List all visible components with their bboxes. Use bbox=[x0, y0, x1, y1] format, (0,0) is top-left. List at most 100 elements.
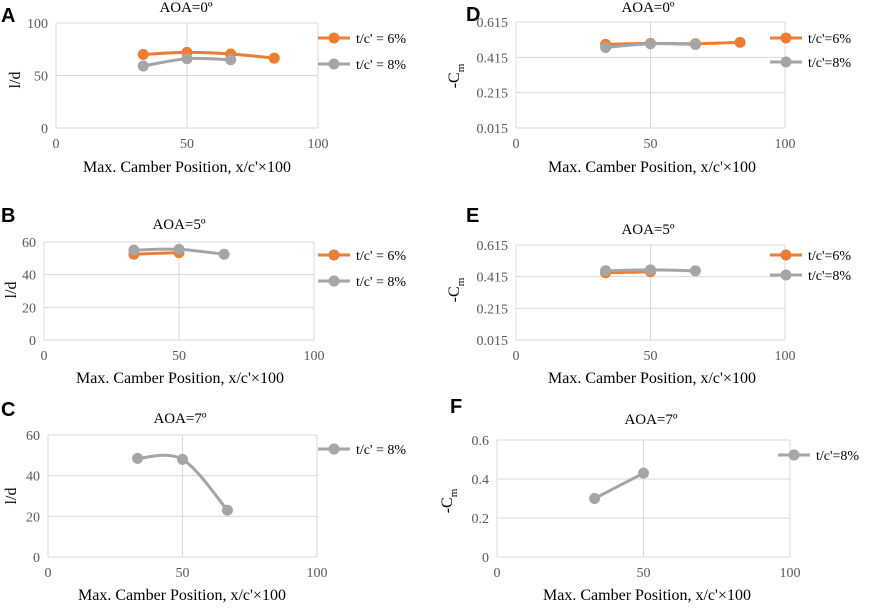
y-axis-label: -Cm bbox=[446, 277, 467, 302]
x-tick-label: 50 bbox=[644, 137, 658, 152]
y-tick-label: 0.615 bbox=[477, 16, 509, 31]
panel-label: C bbox=[1, 399, 15, 421]
x-axis-label: Max. Camber Position, x/c'×100 bbox=[548, 159, 756, 176]
x-tick-label: 0 bbox=[41, 349, 48, 364]
legend-marker bbox=[328, 443, 340, 455]
x-tick-label: 50 bbox=[176, 566, 190, 581]
chart-title: AOA=0º bbox=[159, 0, 212, 16]
x-tick-label: 100 bbox=[775, 137, 796, 152]
y-tick-label: 40 bbox=[22, 269, 36, 284]
y-axis-label: l/d bbox=[3, 488, 20, 505]
legend-label: t/c' = 8% bbox=[356, 443, 406, 458]
y-tick-label: 0.615 bbox=[477, 239, 509, 254]
legend-label: t/c' = 8% bbox=[356, 275, 406, 290]
y-tick-label: 0.015 bbox=[477, 334, 509, 349]
y-tick-label: 0 bbox=[41, 122, 48, 137]
data-point bbox=[600, 41, 612, 53]
panel-label: F bbox=[450, 396, 462, 418]
data-point bbox=[177, 453, 188, 465]
x-axis-label: Max. Camber Position, x/c'×100 bbox=[83, 159, 291, 176]
y-tick-label: 0.015 bbox=[477, 122, 509, 137]
legend-label: t/c'=6% bbox=[808, 32, 851, 47]
y-tick-label: 0.2 bbox=[472, 512, 490, 527]
chart-title: AOA=7º bbox=[624, 412, 677, 428]
y-tick-label: 40 bbox=[26, 470, 40, 485]
legend-marker bbox=[780, 56, 792, 68]
y-axis-label-subscript: m bbox=[448, 488, 460, 497]
y-tick-label: 60 bbox=[22, 236, 36, 251]
chart-panel-a: A AOA=0º 0 50 100 0 50 100 Max. Camber Position,… bbox=[1, 0, 406, 176]
x-tick-label: 100 bbox=[780, 566, 801, 581]
data-point bbox=[734, 36, 746, 48]
chart-title: AOA=7º bbox=[153, 411, 206, 427]
y-axis-label: l/d bbox=[3, 282, 20, 299]
data-point bbox=[132, 452, 144, 464]
x-tick-label: 100 bbox=[304, 349, 325, 364]
data-point bbox=[218, 248, 230, 260]
y-axis-label: -Cm bbox=[439, 488, 460, 513]
chart-title: AOA=5º bbox=[621, 222, 674, 238]
chart-panel-f: F AOA=7º 0 0.2 0.4 0.6 0 50 100 Max. Camber Posit… bbox=[439, 396, 859, 604]
x-tick-label: 50 bbox=[172, 349, 186, 364]
y-tick-label: 0.6 bbox=[472, 434, 490, 449]
y-axis-label-text: l/d bbox=[3, 282, 20, 299]
x-tick-label: 0 bbox=[513, 349, 520, 364]
legend-marker bbox=[780, 249, 792, 261]
data-point bbox=[137, 60, 149, 72]
chart-title: AOA=0º bbox=[621, 0, 674, 16]
legend-label: t/c' = 6% bbox=[356, 32, 406, 47]
y-tick-label: 0.415 bbox=[477, 271, 509, 286]
y-tick-label: 100 bbox=[27, 17, 48, 32]
y-tick-label: 0 bbox=[29, 334, 36, 349]
x-tick-label: 100 bbox=[307, 566, 328, 581]
legend-marker bbox=[780, 269, 792, 281]
x-axis-label: Max. Camber Position, x/c'×100 bbox=[78, 587, 286, 604]
legend-marker bbox=[328, 275, 340, 287]
panel-label: D bbox=[466, 4, 480, 26]
y-tick-label: 0 bbox=[33, 551, 40, 566]
data-point bbox=[221, 504, 233, 516]
y-tick-label: 0.415 bbox=[477, 51, 509, 66]
data-point bbox=[589, 493, 601, 504]
data-point bbox=[268, 52, 280, 64]
x-tick-label: 100 bbox=[308, 137, 329, 152]
legend-marker bbox=[328, 32, 340, 44]
x-tick-label: 50 bbox=[637, 566, 651, 581]
y-axis-label-text: -C bbox=[446, 72, 463, 88]
x-tick-label: 50 bbox=[180, 137, 194, 152]
panel-label: A bbox=[1, 5, 15, 27]
series-line-0 bbox=[141, 50, 276, 60]
legend-marker bbox=[328, 58, 340, 70]
data-point bbox=[638, 467, 649, 479]
x-tick-label: 0 bbox=[513, 137, 520, 152]
y-axis-label-text: -C bbox=[446, 286, 463, 302]
y-axis-label-text: -C bbox=[439, 497, 456, 513]
legend-label: t/c' = 8% bbox=[356, 58, 406, 73]
y-tick-label: 20 bbox=[22, 301, 36, 316]
chart-panel-c: C AOA=7º 0 20 40 60 0 50 100 Max. Camber Position… bbox=[1, 399, 406, 604]
legend-marker bbox=[328, 249, 340, 261]
data-point bbox=[689, 265, 701, 277]
y-tick-label: 20 bbox=[26, 510, 40, 525]
y-tick-label: 0 bbox=[482, 551, 489, 566]
data-point bbox=[689, 38, 701, 50]
legend-marker bbox=[788, 449, 800, 461]
x-axis-label: Max. Camber Position, x/c'×100 bbox=[548, 370, 756, 387]
x-tick-label: 0 bbox=[45, 566, 52, 581]
x-tick-label: 0 bbox=[53, 137, 60, 152]
y-axis-label-subscript: m bbox=[455, 63, 467, 72]
x-axis-label: Max. Camber Position, x/c'×100 bbox=[543, 587, 751, 604]
chart-panel-b: B AOA=5º 0 20 40 60 0 50 100 Max. Camber Position… bbox=[1, 205, 406, 387]
x-axis-label: Max. Camber Position, x/c'×100 bbox=[76, 370, 284, 387]
data-point bbox=[173, 243, 185, 255]
x-tick-label: 50 bbox=[644, 349, 658, 364]
data-point bbox=[600, 265, 612, 277]
series-line-0 bbox=[132, 251, 181, 256]
x-tick-label: 0 bbox=[494, 566, 501, 581]
data-point bbox=[645, 264, 656, 276]
data-point bbox=[128, 244, 140, 256]
legend-marker bbox=[780, 32, 792, 44]
y-tick-label: 60 bbox=[26, 429, 40, 444]
chart-title: AOA=5º bbox=[152, 217, 205, 233]
data-point bbox=[137, 49, 149, 60]
